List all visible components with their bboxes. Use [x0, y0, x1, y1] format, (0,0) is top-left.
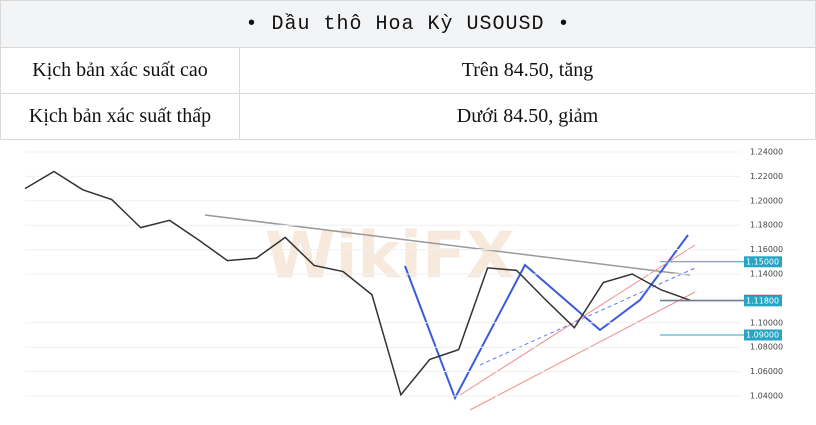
plot-area — [25, 148, 790, 415]
y-tick-label: 1.04000 — [750, 392, 783, 401]
scenario-label: Kịch bản xác suất thấp — [0, 93, 240, 140]
price-tag-label: 1.09000 — [746, 331, 779, 340]
price-chart: WikiFX 1.04000 1.06000 1.08000 1.10000 1.140… — [24, 148, 790, 415]
y-tick-label: 1.22000 — [750, 172, 783, 181]
price-tag-label: 1.11800 — [746, 296, 779, 305]
scenario-value: Dưới 84.50, giảm — [239, 93, 816, 140]
price-tag — [744, 256, 782, 268]
channel-line — [469, 291, 696, 411]
watermark: WikiFX — [265, 220, 515, 294]
scenario-value: Trên 84.50, tăng — [239, 47, 816, 94]
table-title: • Dầu thô Hoa Kỳ USOUSD • — [0, 0, 816, 48]
price-line — [24, 170, 691, 397]
y-tick-label: 1.06000 — [750, 367, 783, 376]
price-tag-label: 1.15000 — [746, 257, 779, 266]
scenario-label: Kịch bản xác suất cao — [0, 47, 240, 94]
y-tick-label: 1.08000 — [750, 343, 783, 352]
y-tick-label: 1.24000 — [750, 148, 783, 157]
y-tick-label: 1.18000 — [750, 221, 783, 230]
y-tick-label: 1.14000 — [750, 270, 783, 279]
channel-mid — [479, 267, 696, 366]
price-tag — [744, 329, 782, 341]
price-tag — [744, 295, 782, 307]
scenario-table: • Dầu thô Hoa Kỳ USOUSD • Kịch bản xác s… — [0, 0, 816, 140]
y-tick-label: 1.20000 — [750, 196, 783, 205]
y-tick-label: 1.10000 — [750, 318, 783, 327]
y-tick-label: 1.16000 — [750, 245, 783, 254]
channel-line — [459, 244, 696, 396]
